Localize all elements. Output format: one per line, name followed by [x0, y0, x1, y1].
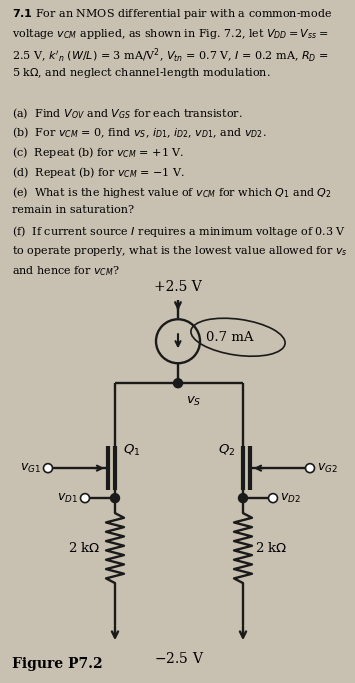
Text: (f)  If current source $I$ requires a minimum voltage of 0.3 V: (f) If current source $I$ requires a min… [12, 225, 346, 239]
Text: remain in saturation?: remain in saturation? [12, 205, 135, 214]
Text: $Q_1$: $Q_1$ [123, 443, 141, 458]
Text: 2.5 V, $k'_n$ $(W/L)$ = 3 mA/V$^2$, $V_{tn}$ = 0.7 V, $I$ = 0.2 mA, $R_D$ =: 2.5 V, $k'_n$ $(W/L)$ = 3 mA/V$^2$, $V_{… [12, 46, 329, 65]
Text: $-$2.5 V: $-$2.5 V [154, 651, 204, 666]
Circle shape [81, 494, 89, 503]
Text: 2 k$\Omega$: 2 k$\Omega$ [68, 541, 100, 555]
Text: $v_{G1}$: $v_{G1}$ [20, 462, 41, 475]
Circle shape [174, 378, 182, 388]
Text: (c)  Repeat (b) for $v_{CM}$ = +1 V.: (c) Repeat (b) for $v_{CM}$ = +1 V. [12, 145, 185, 161]
Text: $v_{D2}$: $v_{D2}$ [280, 492, 301, 505]
Text: 0.7 mA: 0.7 mA [206, 331, 253, 344]
Text: $v_{G2}$: $v_{G2}$ [317, 462, 338, 475]
Circle shape [268, 494, 278, 503]
Text: (b)  For $v_{CM}$ = 0, find $v_S$, $i_{D1}$, $i_{D2}$, $v_{D1}$, and $v_{D2}$.: (b) For $v_{CM}$ = 0, find $v_S$, $i_{D1… [12, 126, 267, 140]
Circle shape [239, 494, 247, 503]
Text: (e)  What is the highest value of $v_{CM}$ for which $Q_1$ and $Q_2$: (e) What is the highest value of $v_{CM}… [12, 185, 332, 200]
Text: 5 k$\Omega$, and neglect channel-length modulation.: 5 k$\Omega$, and neglect channel-length … [12, 66, 271, 81]
Text: voltage $v_{CM}$ applied, as shown in Fig. 7.2, let $V_{DD} = V_{ss} =$: voltage $v_{CM}$ applied, as shown in Fi… [12, 27, 329, 41]
Text: 2 k$\Omega$: 2 k$\Omega$ [255, 541, 287, 555]
Circle shape [44, 464, 53, 473]
Text: $\mathbf{7.1}$ For an NMOS differential pair with a common-mode: $\mathbf{7.1}$ For an NMOS differential … [12, 8, 333, 21]
Text: +2.5 V: +2.5 V [154, 280, 202, 294]
Text: to operate properly, what is the lowest value allowed for $v_s$: to operate properly, what is the lowest … [12, 244, 348, 258]
Circle shape [306, 464, 315, 473]
Text: $v_{D1}$: $v_{D1}$ [57, 492, 78, 505]
Text: (a)  Find $V_{OV}$ and $V_{GS}$ for each transistor.: (a) Find $V_{OV}$ and $V_{GS}$ for each … [12, 106, 243, 121]
Text: $v_S$: $v_S$ [186, 395, 201, 408]
Circle shape [110, 494, 120, 503]
Text: and hence for $v_{CM}$?: and hence for $v_{CM}$? [12, 264, 120, 278]
Text: Figure P7.2: Figure P7.2 [12, 657, 103, 671]
Text: $Q_2$: $Q_2$ [218, 443, 235, 458]
Text: (d)  Repeat (b) for $v_{CM}$ = $-$1 V.: (d) Repeat (b) for $v_{CM}$ = $-$1 V. [12, 165, 186, 180]
